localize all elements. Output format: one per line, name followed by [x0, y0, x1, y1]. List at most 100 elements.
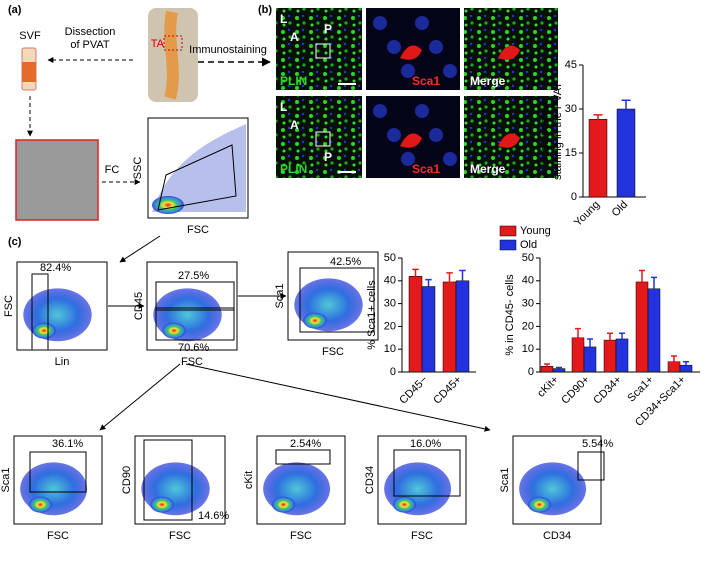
y-tick-label: 40	[384, 275, 396, 287]
arrow	[99, 363, 181, 431]
gate-percent: 42.5%	[330, 256, 361, 268]
bar	[455, 280, 470, 373]
panel-label: (c)	[8, 236, 22, 248]
x-axis-label: FSC	[181, 356, 203, 368]
sca1-signal	[498, 45, 520, 60]
error-bar	[556, 366, 562, 369]
sca1-signal	[400, 45, 422, 60]
y-tick-label: 20	[384, 320, 396, 332]
y-tick-label: 10	[384, 343, 396, 355]
error-bar	[621, 99, 631, 109]
gate	[299, 267, 375, 333]
x-tick-label: CD34+	[591, 374, 624, 407]
y-tick-label: 0	[571, 191, 577, 203]
gate	[577, 451, 605, 481]
gate-percent: 27.5%	[178, 270, 209, 282]
bar	[667, 361, 681, 373]
gate	[157, 144, 237, 211]
x-tick-label: Young	[572, 199, 602, 229]
region-label: A	[290, 118, 299, 132]
gate-percent: 82.4%	[40, 262, 71, 274]
error-bar	[425, 278, 432, 287]
nucleus	[373, 104, 387, 118]
bar	[442, 281, 457, 373]
nucleus	[429, 40, 443, 54]
gate-percent: 5.54%	[582, 438, 613, 450]
x-axis-label: FSC	[187, 224, 209, 236]
x-tick-label: CD45−	[397, 374, 430, 407]
stain-label: Sca1	[412, 162, 440, 176]
nucleus	[415, 104, 429, 118]
aorta	[164, 10, 179, 100]
bar	[679, 364, 693, 373]
y-tick-label: 30	[384, 298, 396, 310]
panel-label: (a)	[8, 4, 22, 16]
error-bar	[412, 268, 419, 277]
zoom-box	[315, 43, 331, 59]
stain-label: Merge	[470, 162, 506, 176]
region-label: A	[290, 30, 299, 44]
region-label: L	[280, 100, 287, 114]
error-bar	[544, 363, 550, 367]
y-tick-label: 45	[565, 59, 577, 71]
sca1-signal	[400, 133, 422, 148]
y-axis-label: staining in the PVAT	[552, 82, 564, 180]
x-tick-label: cKit+	[535, 374, 561, 400]
gate	[155, 307, 235, 341]
nucleus	[443, 152, 457, 166]
y-tick-label: 50	[384, 252, 396, 264]
nucleus	[429, 128, 443, 142]
stain-label: Merge	[470, 74, 506, 88]
y-axis-label: FSC	[3, 295, 15, 317]
error-bar	[459, 269, 466, 281]
legend-label: Young	[520, 225, 551, 237]
tube-fill	[22, 62, 36, 82]
flow-population	[150, 496, 174, 513]
stain-label: PLIN	[280, 74, 307, 88]
y-tick-label: 0	[390, 366, 396, 378]
region-label: P	[324, 150, 332, 164]
arrow	[185, 363, 491, 432]
nucleus	[387, 40, 401, 54]
bar	[635, 281, 649, 373]
y-axis-label: CD90	[121, 466, 133, 494]
dissection-label: Dissection	[65, 26, 116, 38]
arrow	[119, 235, 161, 263]
y-tick-label: 15	[565, 147, 577, 159]
scatter-core	[152, 196, 184, 214]
bar	[647, 288, 661, 373]
bar	[408, 275, 423, 373]
error-bar	[593, 114, 603, 120]
nucleus	[373, 16, 387, 30]
legend-swatch	[499, 239, 517, 251]
x-axis-label: FSC	[47, 530, 69, 542]
y-tick-label: 10	[522, 343, 534, 355]
gate	[155, 281, 235, 311]
nucleus	[401, 152, 415, 166]
bar	[588, 119, 608, 198]
gate-percent: 14.6%	[198, 510, 229, 522]
y-tick-label: 30	[522, 298, 534, 310]
svf-label: SVF	[19, 30, 41, 42]
flow-population	[303, 312, 327, 329]
fc-label: FC	[105, 164, 120, 176]
y-axis-label: Sca1	[499, 467, 511, 492]
bar	[552, 368, 566, 373]
x-tick-label: Old	[610, 199, 631, 220]
y-tick-label: 50	[522, 252, 534, 264]
bar	[571, 337, 585, 373]
error-bar	[446, 272, 453, 282]
panel-label: (b)	[258, 4, 272, 16]
legend-swatch	[499, 225, 517, 237]
x-tick-label: Sca1+	[625, 374, 656, 405]
bar	[603, 339, 617, 373]
error-bar	[671, 355, 677, 362]
zoom-box	[315, 131, 331, 147]
x-axis-label: FSC	[290, 530, 312, 542]
y-axis-label: SSC	[132, 157, 144, 180]
nucleus	[415, 16, 429, 30]
gate-percent: 36.1%	[52, 438, 83, 450]
y-axis-label: CD34	[364, 466, 376, 494]
gate	[143, 439, 193, 521]
